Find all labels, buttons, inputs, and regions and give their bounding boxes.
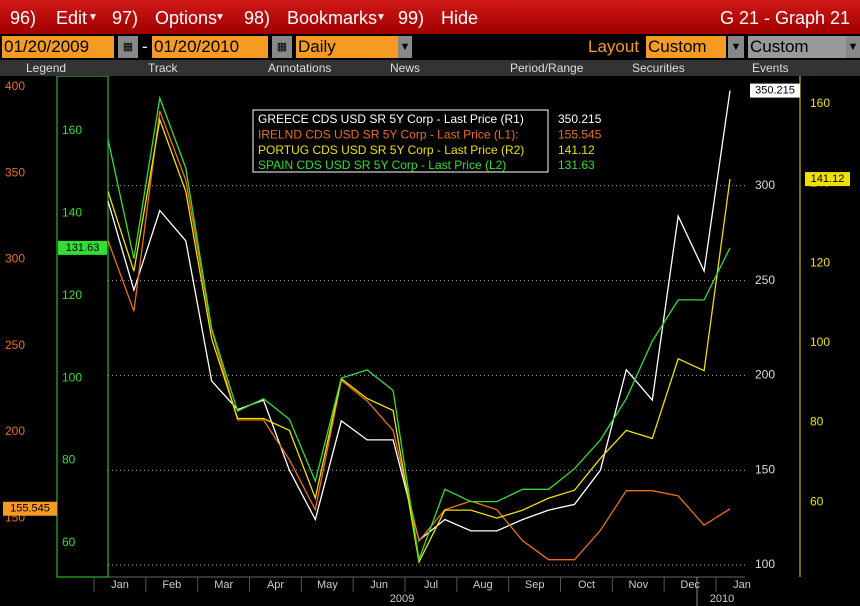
y-tick-label: 60: [810, 494, 824, 508]
y-tick-label: 300: [5, 252, 25, 266]
screen-title: G 21 - Graph 21: [720, 8, 851, 28]
legend-name: IRELND CDS USD SR 5Y Corp - Last Price (…: [258, 127, 519, 141]
caret: ▼: [376, 12, 386, 23]
dropdown-button[interactable]: ▼: [398, 36, 412, 58]
x-tick-label: Jun: [370, 579, 388, 591]
y-tick-label: 150: [755, 462, 775, 476]
currency-select[interactable]: Custom CCY: [748, 36, 846, 78]
start-date[interactable]: 01/20/2009: [2, 36, 114, 58]
controls-bar: 01/20/2009 ▦ - 01/20/2010 ▦ Daily ▼ Layo…: [0, 34, 860, 78]
menu-item[interactable]: Options: [155, 8, 218, 28]
y-tick-label: 250: [5, 338, 25, 352]
x-tick-label: Mar: [214, 579, 233, 591]
legend-name: PORTUG CDS USD SR 5Y Corp - Last Price (…: [258, 143, 524, 157]
y-tick-label: 350: [5, 165, 25, 179]
y-tick-label: 140: [62, 206, 82, 220]
tool[interactable]: Period/Range: [510, 61, 584, 75]
y-tick-label: 60: [62, 535, 76, 549]
last-price-flag: [805, 172, 850, 187]
x-tick-label: Dec: [680, 579, 700, 591]
y-tick-label: 250: [755, 273, 775, 287]
last-price-label: 350.215: [755, 84, 795, 96]
legend-value: 350.215: [558, 112, 602, 126]
y-tick-label: 160: [810, 96, 830, 110]
menu-num[interactable]: 99): [398, 8, 425, 28]
tool[interactable]: Securities: [632, 61, 685, 75]
chart: 1502002503003504006080100120140160100150…: [3, 76, 850, 606]
x-tick-label: Jan: [733, 579, 751, 591]
y-tick-label: 100: [755, 557, 775, 571]
y-tick-label: 200: [5, 424, 25, 438]
menu-num[interactable]: 97): [112, 8, 139, 28]
year-label: 2010: [710, 593, 734, 605]
calendar-button[interactable]: ▦: [272, 36, 292, 58]
year-label: 2009: [390, 593, 414, 605]
y-tick-label: 120: [62, 288, 82, 302]
legend-name: GREECE CDS USD SR 5Y Corp - Last Price (…: [258, 112, 524, 126]
tool[interactable]: Events: [752, 61, 789, 75]
l2-axis-frame: [56, 76, 109, 578]
y-tick-label: 400: [5, 79, 25, 93]
menu-item[interactable]: Bookmarks: [287, 8, 378, 28]
menu-item[interactable]: Edit: [56, 8, 88, 28]
y-tick-label: 120: [810, 255, 830, 269]
toolbar: Legend Track Annotations News Period/Ran…: [0, 60, 860, 76]
menu-bar: 96) Edit ▼ 97) Options ▼ 98) Bookmarks ▼…: [0, 0, 860, 34]
last-price-flag: [750, 83, 800, 98]
last-price-label: 141.12: [811, 173, 845, 185]
x-tick-label: Apr: [267, 579, 284, 591]
dropdown-button[interactable]: ▼: [846, 36, 860, 58]
end-date[interactable]: 01/20/2010: [152, 36, 268, 58]
last-price-label: 155.545: [10, 503, 50, 515]
x-tick-label: Aug: [473, 579, 493, 591]
tool[interactable]: News: [390, 61, 421, 75]
last-price-label: 131.63: [66, 242, 100, 254]
series-line: [107, 95, 731, 562]
x-tick-label: May: [317, 579, 338, 591]
y-tick-label: 100: [62, 370, 82, 384]
tool[interactable]: Annotations: [268, 61, 332, 75]
caret: ▼: [215, 12, 225, 23]
y-tick-label: 160: [62, 123, 82, 137]
x-tick-label: Jan: [111, 579, 129, 591]
legend-value: 131.63: [558, 158, 595, 172]
dropdown-button[interactable]: ▼: [728, 36, 744, 58]
tool[interactable]: Track: [148, 61, 178, 75]
layout-label: Layout: [588, 37, 640, 56]
last-price-flag: [58, 240, 107, 255]
caret: ▼: [88, 12, 98, 23]
last-price-flag: [3, 501, 57, 516]
y-tick-label: 80: [62, 453, 76, 467]
y-tick-label: 100: [810, 335, 830, 349]
y-tick-label: 200: [755, 368, 775, 382]
menu-num[interactable]: 96): [10, 8, 37, 28]
tool[interactable]: Legend: [26, 61, 67, 75]
x-tick-label: Oct: [578, 579, 595, 591]
legend-value: 155.545: [558, 127, 602, 141]
legend-value: 141.12: [558, 143, 595, 157]
menu-num[interactable]: 98): [244, 8, 271, 28]
legend-box: [252, 109, 549, 173]
x-tick-label: Sep: [525, 579, 545, 591]
layout-select[interactable]: Custom: [646, 36, 726, 58]
calendar-button[interactable]: ▦: [118, 36, 138, 58]
y-tick-label: 300: [755, 178, 775, 192]
menu-item[interactable]: Hide: [441, 8, 479, 28]
x-tick-label: Feb: [162, 579, 181, 591]
series-line: [107, 117, 731, 564]
y-tick-label: 80: [810, 415, 824, 429]
legend-name: SPAIN CDS USD SR 5Y Corp - Last Price (L…: [258, 158, 506, 172]
date-dash: -: [142, 37, 148, 56]
series-line: [107, 110, 731, 561]
x-tick-label: Nov: [629, 579, 649, 591]
period-select[interactable]: Daily: [296, 36, 398, 58]
x-tick-label: Jul: [424, 579, 438, 591]
